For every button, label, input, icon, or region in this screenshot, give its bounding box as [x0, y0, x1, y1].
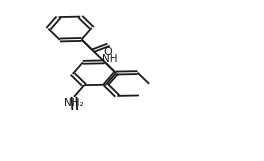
Text: O: O: [103, 47, 112, 57]
Text: NH: NH: [102, 54, 118, 64]
Text: NH₂: NH₂: [64, 98, 83, 108]
